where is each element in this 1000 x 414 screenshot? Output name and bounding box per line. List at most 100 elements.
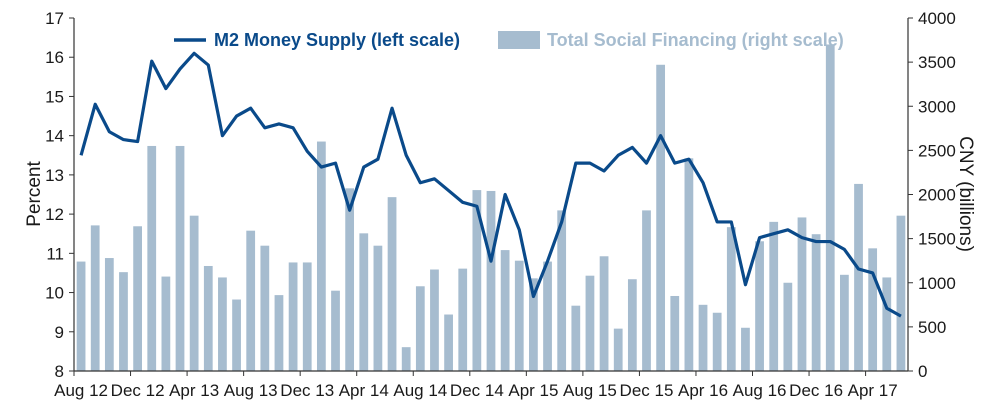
x-tick-label: Dec 12 bbox=[111, 381, 165, 400]
bar-2014-05 bbox=[373, 245, 383, 371]
bar-2012-12 bbox=[133, 226, 142, 371]
x-tick-label: Aug 13 bbox=[224, 381, 278, 400]
x-tick-label: Apr 13 bbox=[169, 381, 219, 400]
left-tick-label: 9 bbox=[55, 323, 64, 342]
bar-2016-09 bbox=[769, 221, 779, 371]
left-tick-label: 8 bbox=[55, 362, 64, 381]
bar-2014-10 bbox=[444, 314, 453, 371]
bar-2015-09 bbox=[599, 256, 609, 371]
x-ticks: Aug 12 Dec 12 Apr 13 Aug 13 Dec 13 Apr 14 Aug … bbox=[54, 371, 898, 400]
bar-2013-02 bbox=[161, 276, 171, 371]
legend-bar-swatch bbox=[498, 31, 540, 49]
right-y-ticks: 0 500 1000 1500 2000 2500 3000 3500 4000 bbox=[908, 9, 956, 381]
legend-line-label: M2 Money Supply (left scale) bbox=[214, 30, 460, 50]
right-tick-label: 4000 bbox=[918, 9, 956, 28]
bar-2014-09 bbox=[430, 269, 439, 371]
bar-series-total-social-financing bbox=[76, 44, 906, 372]
bar-2013-09 bbox=[260, 245, 270, 371]
bar-2013-05 bbox=[203, 265, 213, 371]
bar-2016-12 bbox=[811, 234, 821, 371]
bar-2015-01 bbox=[486, 190, 496, 371]
bar-2015-12 bbox=[642, 210, 651, 371]
bar-2013-08 bbox=[246, 230, 256, 371]
x-tick-label: Apr 15 bbox=[508, 381, 558, 400]
bar-2015-08 bbox=[585, 275, 595, 371]
right-tick-label: 2000 bbox=[918, 186, 956, 205]
m2-line bbox=[79, 51, 902, 318]
bar-2014-01 bbox=[316, 141, 326, 371]
x-tick-label: Aug 15 bbox=[563, 381, 617, 400]
bar-2012-08 bbox=[76, 261, 86, 371]
bar-2016-06 bbox=[726, 227, 736, 371]
bar-2016-08 bbox=[755, 241, 764, 371]
x-tick-label: Apr 14 bbox=[339, 381, 389, 400]
bar-2016-10 bbox=[783, 282, 793, 371]
bar-2013-06 bbox=[218, 277, 227, 371]
right-tick-label: 3000 bbox=[918, 97, 956, 116]
bar-2012-11 bbox=[119, 272, 128, 371]
x-tick-label: Apr 16 bbox=[678, 381, 728, 400]
legend-bar-label: Total Social Financing (right scale) bbox=[547, 30, 844, 50]
bar-2015-04 bbox=[529, 278, 538, 371]
bar-2015-07 bbox=[571, 305, 581, 371]
bar-2015-02 bbox=[500, 250, 510, 371]
bar-2016-07 bbox=[741, 327, 750, 371]
bar-2014-02 bbox=[331, 290, 340, 371]
bar-2017-06 bbox=[896, 215, 906, 371]
right-tick-label: 1000 bbox=[918, 274, 956, 293]
x-tick-label: Apr 17 bbox=[848, 381, 898, 400]
left-tick-label: 16 bbox=[45, 48, 64, 67]
x-tick-label: Dec 16 bbox=[789, 381, 843, 400]
right-tick-label: 1500 bbox=[918, 230, 956, 249]
bar-2017-01 bbox=[825, 44, 835, 371]
line-series-m2-money-supply bbox=[79, 51, 902, 318]
bar-2014-04 bbox=[359, 233, 369, 371]
bar-2014-03 bbox=[345, 188, 355, 371]
bar-2017-05 bbox=[882, 277, 892, 371]
bar-2013-04 bbox=[189, 215, 199, 371]
bar-2016-03 bbox=[684, 158, 694, 371]
bar-2013-01 bbox=[147, 145, 157, 371]
legend: M2 Money Supply (left scale) Total Socia… bbox=[174, 30, 844, 50]
bar-2015-05 bbox=[543, 261, 552, 371]
left-tick-label: 10 bbox=[45, 284, 64, 303]
x-tick-label: Dec 15 bbox=[620, 381, 674, 400]
left-tick-label: 14 bbox=[45, 127, 64, 146]
bar-2012-10 bbox=[104, 258, 114, 371]
bar-2013-12 bbox=[302, 262, 312, 371]
bar-2017-02 bbox=[840, 274, 849, 371]
bar-2012-09 bbox=[90, 225, 100, 371]
bar-2016-11 bbox=[797, 217, 807, 371]
left-tick-label: 12 bbox=[45, 205, 64, 224]
bar-2016-02 bbox=[670, 295, 680, 371]
bar-2014-06 bbox=[387, 197, 397, 371]
bar-2014-11 bbox=[458, 268, 468, 371]
right-tick-label: 3500 bbox=[918, 53, 956, 72]
bar-2015-03 bbox=[514, 260, 524, 371]
bar-2014-07 bbox=[401, 347, 411, 371]
bar-2013-10 bbox=[274, 295, 284, 371]
left-tick-label: 17 bbox=[45, 9, 64, 28]
x-tick-label: Aug 12 bbox=[54, 381, 108, 400]
right-tick-label: 2500 bbox=[918, 141, 956, 160]
bar-2013-03 bbox=[175, 145, 185, 371]
x-tick-label: Aug 16 bbox=[733, 381, 787, 400]
bar-2015-10 bbox=[613, 328, 623, 371]
bar-2015-11 bbox=[627, 279, 637, 371]
right-axis-title: CNY (billions) bbox=[955, 136, 976, 252]
bar-2013-07 bbox=[232, 299, 241, 371]
bar-2016-01 bbox=[656, 64, 666, 372]
left-tick-label: 15 bbox=[45, 87, 64, 106]
x-tick-label: Aug 14 bbox=[393, 381, 447, 400]
x-tick-label: Dec 14 bbox=[450, 381, 504, 400]
left-axis-title: Percent bbox=[24, 161, 45, 227]
x-tick-label: Dec 13 bbox=[280, 381, 334, 400]
left-tick-label: 11 bbox=[46, 244, 64, 263]
right-tick-label: 0 bbox=[918, 362, 927, 381]
bar-2016-05 bbox=[712, 312, 722, 371]
bar-2017-04 bbox=[868, 248, 878, 371]
left-tick-label: 13 bbox=[45, 166, 64, 185]
bar-2013-11 bbox=[288, 262, 298, 371]
bar-2017-03 bbox=[854, 183, 863, 371]
